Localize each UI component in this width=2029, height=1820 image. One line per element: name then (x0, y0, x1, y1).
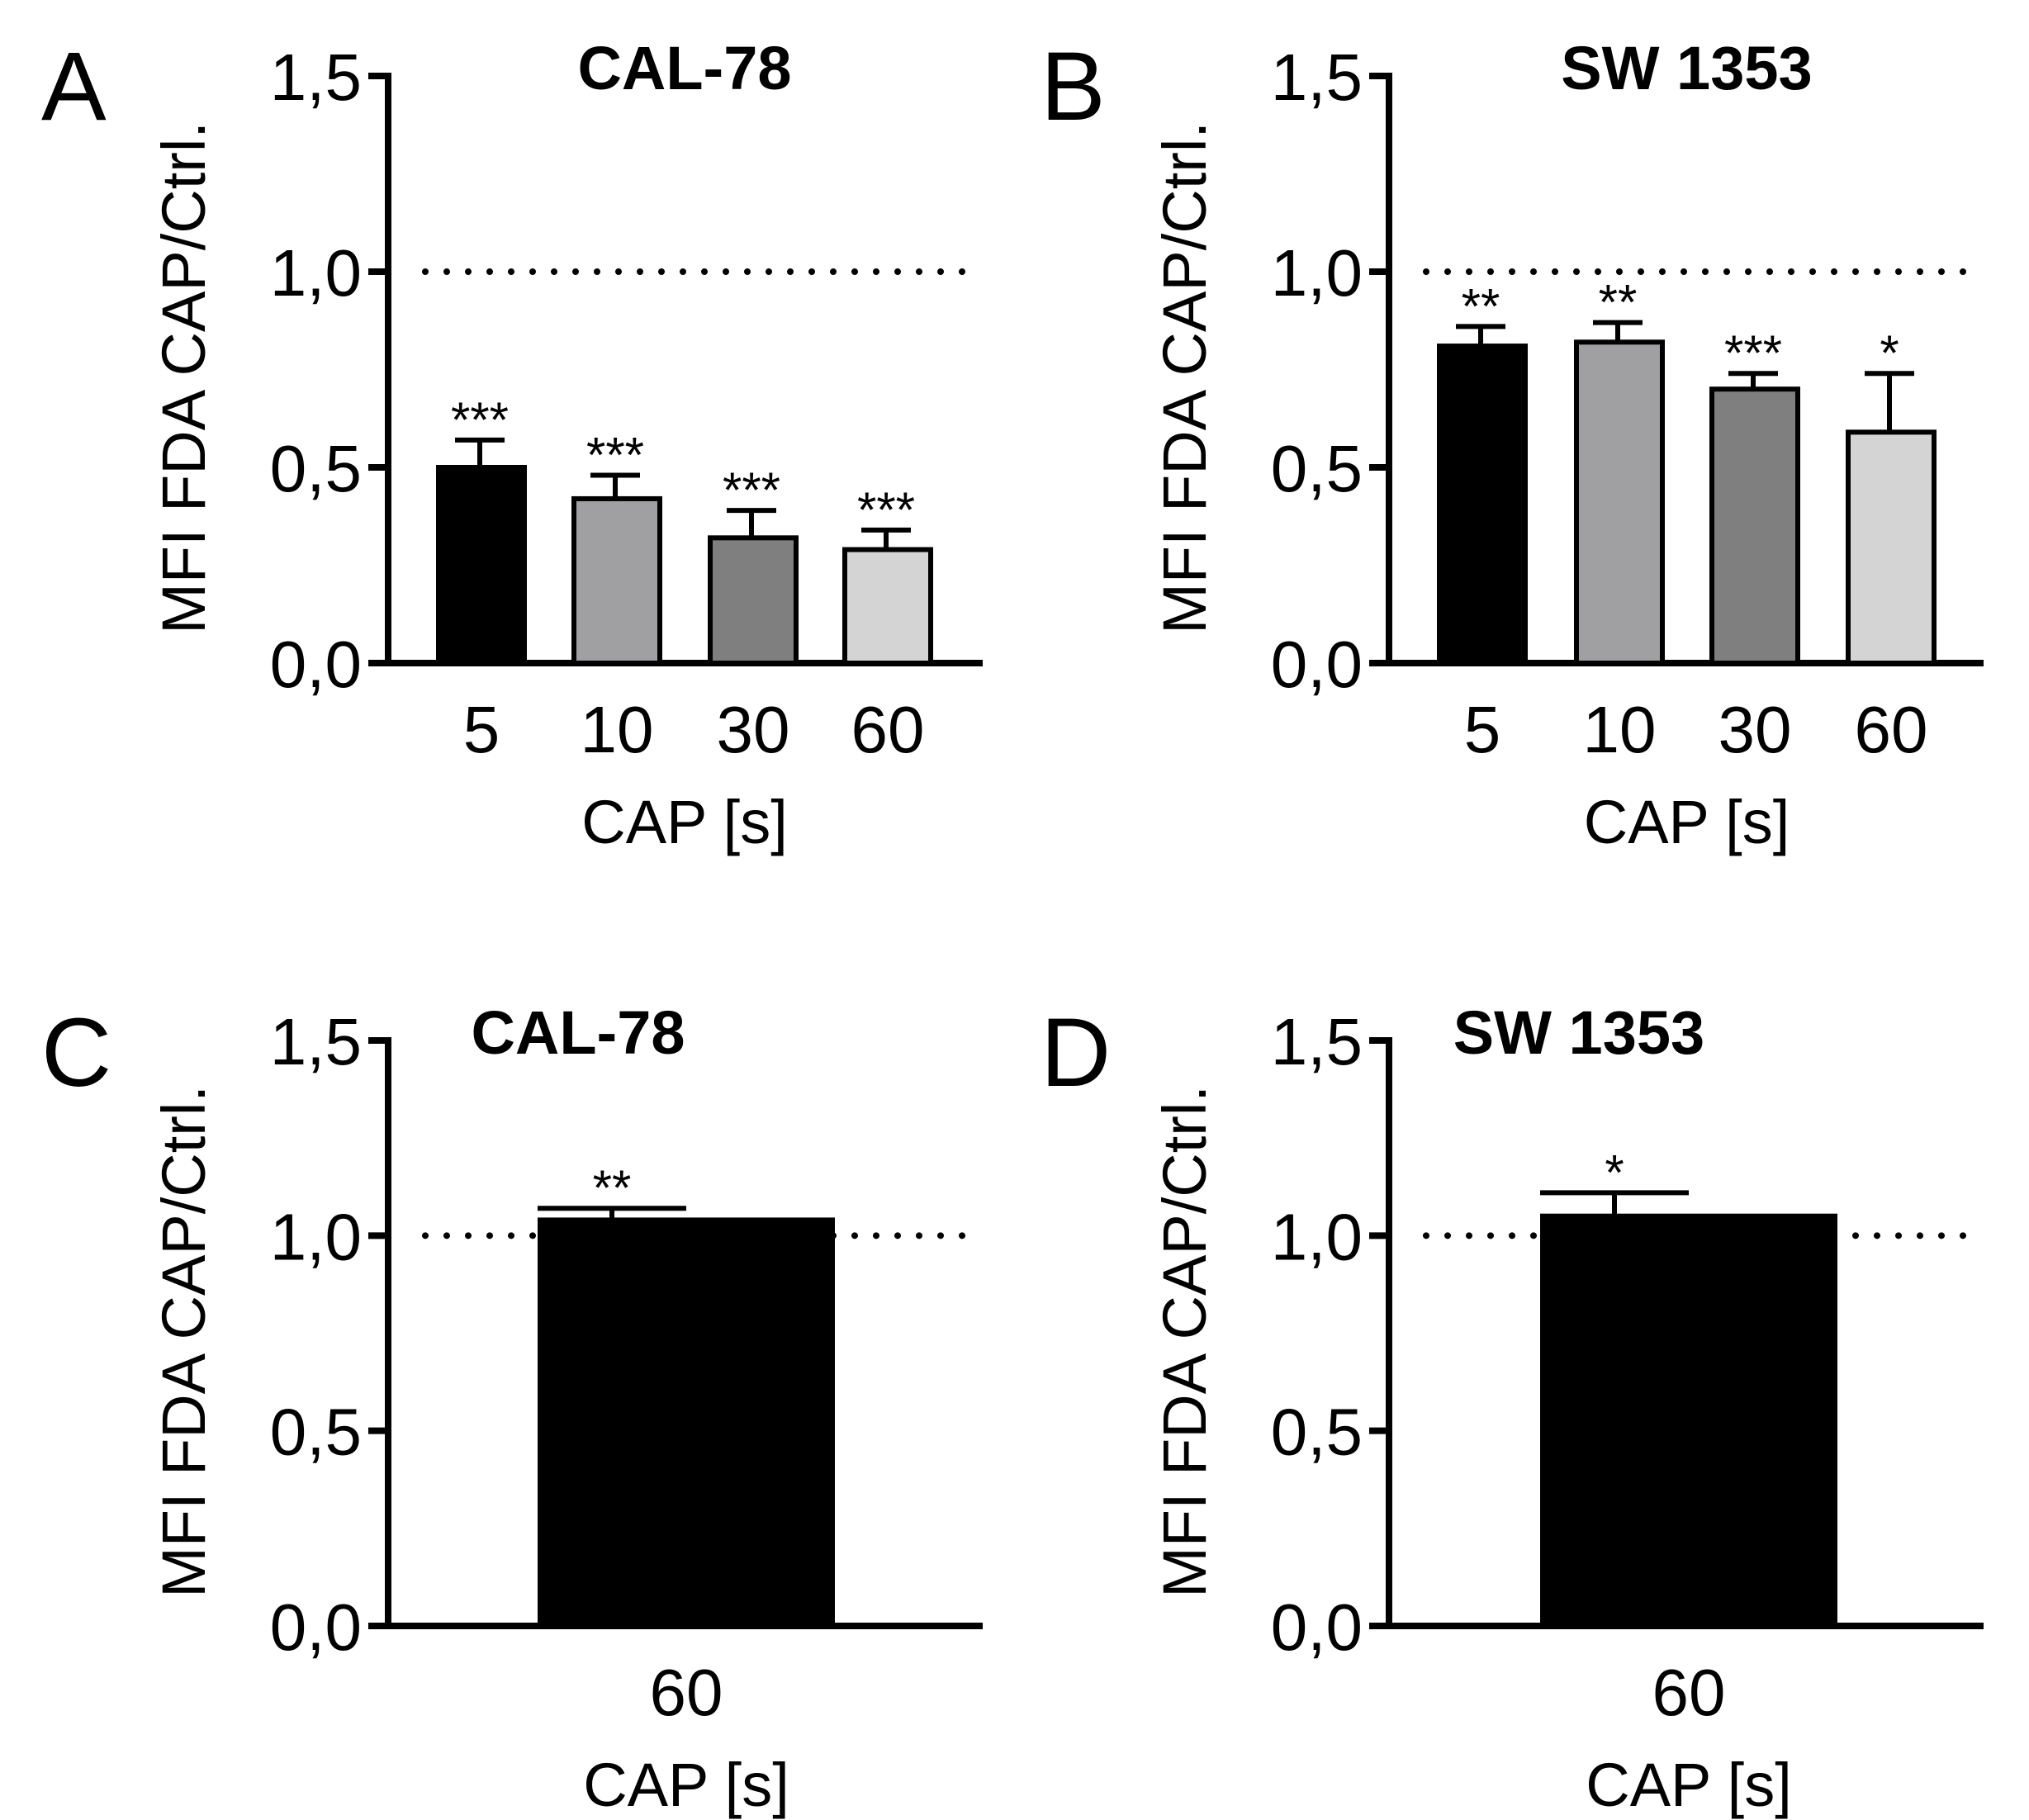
y-axis-label: MFI FDA CAP/Ctrl. (149, 121, 218, 634)
x-tick-label: 10 (1583, 693, 1657, 766)
significance-label: *** (451, 392, 509, 448)
bar (708, 535, 799, 666)
y-tick-label: 0,5 (1271, 1396, 1363, 1469)
panel-letter: A (41, 32, 107, 141)
y-tick-label: 0,5 (1271, 432, 1363, 505)
panel-letter: C (41, 998, 111, 1107)
y-tick-label: 1,5 (1271, 40, 1363, 114)
y-tick-label: 1,5 (270, 40, 362, 114)
x-tick-label: 60 (1652, 1656, 1726, 1729)
chart-panel-c: C CAL-78 0,0 0,5 1,0 1,5 MFI FDA CAP/Ctrl. ** 60… (41, 998, 983, 1819)
x-axis-label: CAP [s] (583, 1751, 789, 1819)
chart-panel-d: D SW 1353 0,0 0,5 1,0 1,5 MFI FDA CAP/Ctrl. * 60… (1041, 998, 1984, 1819)
bar (1540, 1213, 1837, 1628)
chart-title: CAL-78 (471, 998, 685, 1067)
x-tick-label: 30 (1718, 693, 1792, 766)
panel-letter: B (1041, 32, 1106, 141)
y-axis-label: MFI FDA CAP/Ctrl. (1150, 121, 1219, 634)
y-tick-label: 1,5 (1271, 1005, 1363, 1078)
y-tick-label: 0,0 (270, 1590, 362, 1664)
chart-title: SW 1353 (1453, 998, 1704, 1067)
chart-panel-a: A CAL-78 0,0 0,5 1,0 1,5 MFI FDA CAP/Ctrl. *** 5… (41, 32, 983, 856)
significance-label: ** (593, 1160, 632, 1216)
chart-title: SW 1353 (1561, 34, 1812, 102)
y-axis-label: MFI FDA CAP/Ctrl. (1150, 1085, 1219, 1598)
significance-label: *** (586, 427, 644, 482)
significance-label: * (1605, 1145, 1624, 1200)
significance-label: *** (723, 462, 780, 518)
bar (538, 1217, 835, 1628)
bar (1846, 429, 1937, 666)
x-tick-label: 30 (717, 693, 790, 766)
significance-label: *** (857, 482, 915, 538)
y-tick-label: 0,5 (270, 1396, 362, 1469)
x-axis-label: CAP [s] (1586, 1751, 1792, 1819)
bar (842, 547, 933, 666)
bar (1709, 386, 1800, 666)
x-tick-label: 10 (581, 693, 654, 766)
bar (436, 465, 527, 666)
y-axis-label: MFI FDA CAP/Ctrl. (149, 1085, 218, 1598)
chart-panel-b: B SW 1353 0,0 0,5 1,0 1,5 MFI FDA CAP/Ctrl. ** 5… (1041, 32, 1984, 856)
chart-title: CAL-78 (577, 34, 791, 102)
x-axis-label: CAP [s] (581, 788, 788, 856)
y-tick-label: 0,5 (270, 432, 362, 505)
bar (571, 495, 662, 666)
x-tick-label: 60 (650, 1656, 723, 1729)
significance-label: * (1880, 325, 1899, 381)
y-tick-label: 1,0 (1271, 1200, 1363, 1273)
y-tick-label: 0,0 (1271, 628, 1363, 701)
bar (1574, 339, 1665, 666)
panel-letter: D (1041, 998, 1111, 1107)
y-tick-label: 1,0 (270, 1200, 362, 1273)
x-tick-label: 5 (463, 693, 500, 766)
bar (1437, 344, 1528, 666)
x-tick-label: 60 (1855, 693, 1928, 766)
significance-label: ** (1462, 278, 1500, 334)
x-axis-label: CAP [s] (1584, 788, 1790, 856)
y-tick-label: 0,0 (1271, 1590, 1363, 1664)
significance-label: *** (1724, 325, 1782, 381)
significance-label: ** (1599, 275, 1638, 330)
y-tick-label: 1,0 (1271, 236, 1363, 310)
y-tick-label: 1,5 (270, 1005, 362, 1078)
x-tick-label: 60 (851, 693, 925, 766)
x-tick-label: 5 (1464, 693, 1501, 766)
y-tick-label: 1,0 (270, 236, 362, 310)
y-tick-label: 0,0 (270, 628, 362, 701)
